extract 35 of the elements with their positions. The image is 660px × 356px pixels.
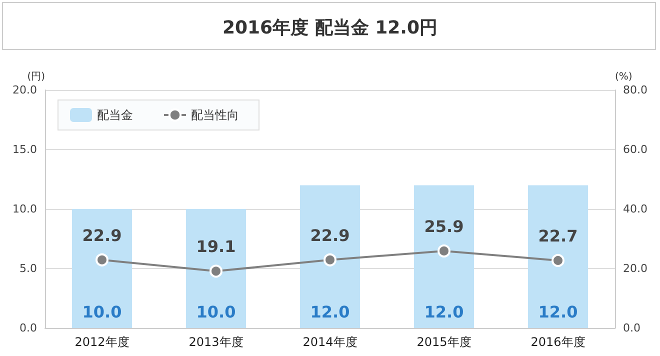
x-tick-label: 2016年度 bbox=[530, 335, 586, 349]
data-label: 12.0 bbox=[538, 302, 578, 322]
chart-title: 2016年度 配当金 12.0円 bbox=[222, 18, 438, 38]
data-label: 10.0 bbox=[196, 302, 236, 322]
y2-axis-title: (%) bbox=[615, 72, 632, 82]
point bbox=[552, 254, 564, 267]
y2-tick-label: 80.0 bbox=[623, 84, 648, 96]
y2-tick-label: 60.0 bbox=[623, 143, 648, 156]
data-label: 22.9 bbox=[82, 226, 122, 245]
legend-label: 配当金 bbox=[97, 108, 133, 122]
point bbox=[324, 253, 336, 266]
point bbox=[210, 264, 222, 278]
data-label: 12.0 bbox=[310, 302, 350, 322]
data-label: 25.9 bbox=[424, 216, 464, 236]
y-tick-label: 15.0 bbox=[12, 143, 37, 156]
y-axis-title: (円) bbox=[27, 72, 46, 82]
y-tick-label: 20.0 bbox=[12, 84, 37, 96]
data-label: 10.0 bbox=[82, 302, 122, 322]
data-label: 19.1 bbox=[196, 237, 236, 256]
y2-tick-label: 0.0 bbox=[623, 322, 640, 334]
y-tick-label: 10.0 bbox=[12, 202, 37, 216]
y-tick-label: 5.0 bbox=[20, 262, 37, 275]
point bbox=[96, 253, 108, 266]
x-tick-label: 2013年度 bbox=[188, 335, 244, 349]
x-tick-label: 2015年度 bbox=[416, 335, 472, 349]
x-tick-label: 2014年度 bbox=[302, 335, 358, 349]
data-label: 22.7 bbox=[538, 226, 578, 246]
y2-tick-label: 40.0 bbox=[623, 202, 648, 216]
y2-tick-label: 20.0 bbox=[623, 262, 648, 275]
y-tick-label: 0.0 bbox=[20, 322, 37, 334]
x-tick-label: 2012年度 bbox=[74, 335, 130, 349]
data-label: 12.0 bbox=[424, 302, 464, 322]
legend-label: 配当性向 bbox=[191, 108, 239, 122]
data-label: 22.9 bbox=[310, 226, 350, 245]
point bbox=[438, 244, 450, 258]
